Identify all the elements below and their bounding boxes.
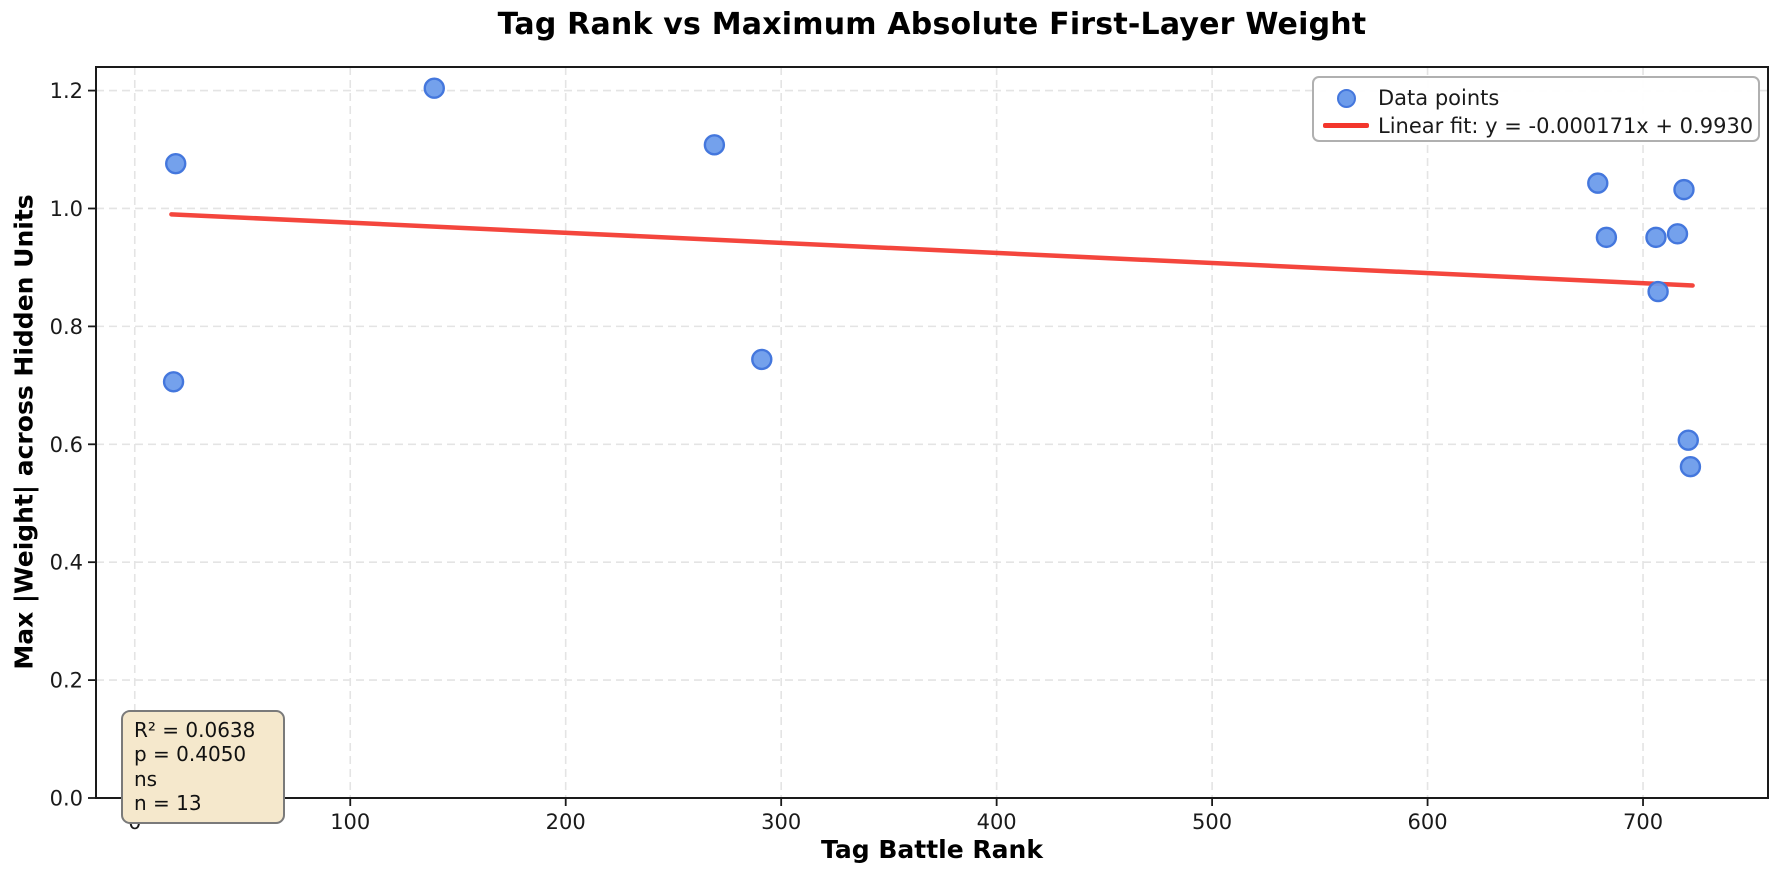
y-tick-label: 0.2	[50, 669, 83, 693]
stats-annotation: R² = 0.0638 p = 0.4050 ns n = 13	[121, 710, 285, 824]
scatter-marker-icon	[1314, 88, 1378, 108]
stats-r-squared: R² = 0.0638	[134, 718, 256, 742]
x-axis-label: Tag Battle Rank	[821, 835, 1043, 864]
legend-item-linear-fit: Linear fit: y = -0.000171x + 0.9930	[1314, 112, 1758, 139]
y-tick-label: 0.4	[50, 551, 83, 575]
x-tick-label: 400	[977, 810, 1017, 834]
y-tick-label: 1.0	[50, 197, 83, 221]
stats-n: n = 13	[134, 791, 202, 816]
line-swatch-icon	[1314, 123, 1378, 129]
chart-title: Tag Rank vs Maximum Absolute First-Layer…	[497, 7, 1367, 42]
x-tick-label: 600	[1408, 810, 1448, 834]
y-tick-label: 0.6	[50, 433, 83, 457]
legend-label-data-points: Data points	[1378, 86, 1500, 111]
x-tick-label: 200	[546, 810, 586, 834]
y-tick-label: 0.8	[50, 315, 83, 339]
legend-label-linear-fit: Linear fit: y = -0.000171x + 0.9930	[1378, 113, 1754, 138]
y-tick-label: 0.0	[50, 787, 83, 811]
legend-item-data-points: Data points	[1314, 85, 1758, 112]
y-axis-label: Max |Weight| across Hidden Units	[9, 194, 39, 670]
x-tick-label: 100	[330, 810, 370, 834]
x-tick-label: 500	[1192, 810, 1232, 834]
x-tick-label: 300	[761, 810, 801, 834]
x-tick-label: 700	[1623, 810, 1663, 834]
stats-p-value: p = 0.4050 ns	[134, 742, 247, 791]
legend: Data points Linear fit: y = -0.000171x +…	[1312, 76, 1760, 142]
y-tick-label: 1.2	[50, 79, 83, 103]
